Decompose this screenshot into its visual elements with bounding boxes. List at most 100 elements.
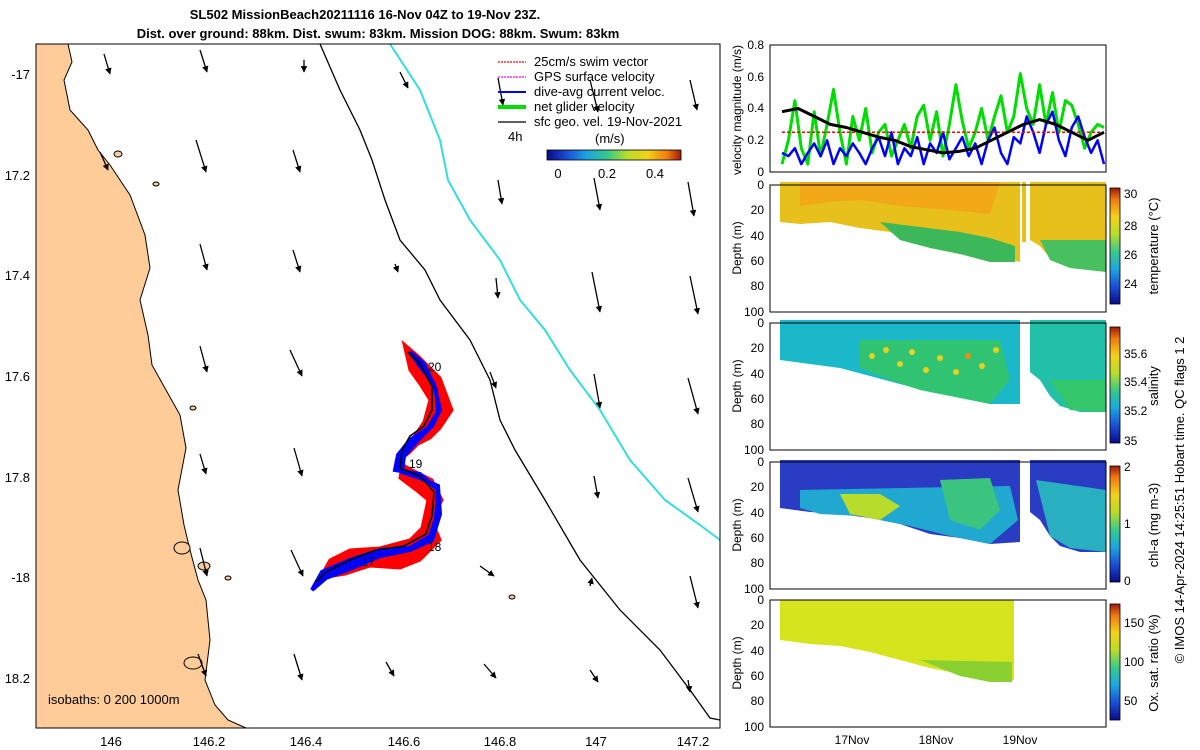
salinity-panel — [769, 320, 1121, 451]
chl-max-layer — [840, 494, 900, 520]
depth-tick: 60 — [751, 392, 765, 406]
figure-title-line1: SL502 MissionBeach20211116 16-Nov 04Z to… — [190, 7, 540, 22]
velocity-y-tick: 0.8 — [747, 38, 764, 52]
glider-track: 20 19 18 17 — [310, 339, 454, 592]
salinity-high-layer-late — [1050, 380, 1106, 412]
lon-tick: 146 — [100, 734, 122, 749]
lon-tick: 146.6 — [388, 734, 421, 749]
colorbar-tick: 150 — [1124, 616, 1144, 630]
current-arrow — [99, 151, 109, 171]
current-arrow — [687, 477, 700, 513]
depth-tick: 0 — [757, 316, 764, 330]
lon-tick: 146.4 — [290, 734, 323, 749]
map-frame — [35, 43, 721, 729]
current-arrow — [195, 139, 208, 173]
depth-label: Depth (m) — [730, 359, 744, 412]
lat-tick: 17.2 — [5, 168, 30, 183]
colorbar-title: (m/s) — [595, 131, 625, 146]
temperature-y-axis: 0 20 40 60 80 100 Depth (m) — [730, 178, 764, 319]
time-axis: 17Nov 18Nov 19Nov — [835, 733, 1038, 747]
velocity-y-tick: 0.2 — [747, 133, 764, 147]
isobath-1000m — [389, 43, 721, 541]
depth-tick: 80 — [751, 556, 765, 570]
chl-green-layer — [940, 478, 1000, 530]
colorbar-tick: 0.4 — [646, 166, 664, 181]
colorbar-tick: 35.4 — [1124, 375, 1148, 389]
velocity-y-tick: 0.6 — [747, 70, 764, 84]
map-panel: 20 19 18 17 25cm/s swim vector GPS surfa… — [5, 43, 721, 749]
velocity-y-label: velocity magnitude (m/s) — [730, 45, 744, 175]
oxygen-colorbar — [1109, 603, 1121, 721]
depth-tick: 40 — [751, 506, 765, 520]
lat-tick: -18 — [11, 570, 30, 585]
current-arrow — [689, 575, 700, 609]
current-arrow — [289, 349, 303, 377]
isobath-200m — [319, 43, 721, 721]
track-day-label-18: 18 — [428, 540, 442, 554]
salinity-dot — [869, 353, 875, 359]
colorbar-tick: 1 — [1124, 517, 1131, 531]
island — [224, 575, 232, 581]
current-arrow — [290, 549, 304, 577]
depth-label: Depth (m) — [730, 221, 744, 274]
depth-tick: 80 — [751, 279, 765, 293]
colorbar-tick: 30 — [1124, 187, 1138, 201]
colorbar-label: Ox. sat. ratio (%) — [1146, 614, 1161, 712]
legend-label: GPS surface velocity — [534, 69, 655, 84]
isobaths-label: isobaths: 0 200 1000m — [48, 692, 180, 707]
salinity-dot — [953, 369, 959, 375]
islands — [113, 150, 516, 670]
chl-panel — [769, 460, 1121, 590]
current-arrow — [589, 669, 599, 683]
current-arrow — [199, 243, 209, 271]
depth-tick: 100 — [744, 720, 764, 734]
colorbar-tick: 35.2 — [1124, 404, 1148, 418]
legend-entry-net-glider: net glider velocity — [498, 99, 635, 114]
current-arrow — [293, 653, 304, 681]
colorbar-tick: 0 — [1124, 574, 1131, 588]
current-arrow — [685, 679, 693, 693]
current-arrow — [293, 447, 304, 477]
depth-tick: 60 — [751, 669, 765, 683]
current-arrow — [392, 263, 399, 273]
track-day-label-19: 19 — [409, 457, 423, 471]
salinity-dot — [965, 353, 971, 359]
chl-mid-layer-late — [1036, 480, 1106, 552]
salinity-dot — [923, 367, 929, 373]
lon-tick: 146.2 — [193, 734, 226, 749]
island — [152, 181, 160, 187]
current-arrow — [292, 149, 302, 173]
velocity-series-group — [780, 72, 1106, 166]
velocity-frame — [769, 44, 1107, 173]
depth-tick: 100 — [744, 305, 764, 319]
current-arrow — [687, 377, 700, 415]
track-day-label-17: 17 — [362, 555, 376, 569]
depth-tick: 20 — [751, 618, 765, 632]
coastline-land — [35, 43, 247, 729]
salinity-dots — [869, 347, 999, 375]
sfc-geo-vel-arrows — [99, 49, 700, 693]
oxygen-lower-layer — [920, 660, 1012, 682]
current-arrow — [197, 653, 208, 677]
depth-tick: 60 — [751, 254, 765, 268]
depth-tick: 40 — [751, 644, 765, 658]
colorbar-tick: 100 — [1124, 655, 1144, 669]
current-arrow — [593, 373, 603, 409]
colorbar-tick: 26 — [1124, 248, 1138, 262]
temperature-cool-layer — [880, 222, 1015, 262]
colorbar-tick: 0.2 — [598, 166, 616, 181]
colorbar-tick: 35 — [1124, 434, 1138, 448]
island — [189, 405, 197, 411]
lon-tick: 147.2 — [677, 734, 710, 749]
salinity-dot — [897, 361, 903, 367]
depth-label: Depth (m) — [730, 636, 744, 689]
current-arrow — [292, 249, 302, 273]
current-arrow — [199, 49, 209, 73]
legend-entry-sfc-geo-vel: sfc geo. vel. 19-Nov-2021 — [498, 114, 682, 129]
legend-label: 25cm/s swim vector — [534, 54, 649, 69]
oxygen-frame — [769, 599, 1107, 728]
velocity-panel: 0 0.2 0.4 0.6 0.8 velocity magnitude (m/… — [730, 38, 1107, 179]
lat-tick: 17.4 — [5, 268, 30, 283]
colorbar-tick: 28 — [1124, 219, 1138, 233]
glider-track-line — [315, 351, 435, 583]
